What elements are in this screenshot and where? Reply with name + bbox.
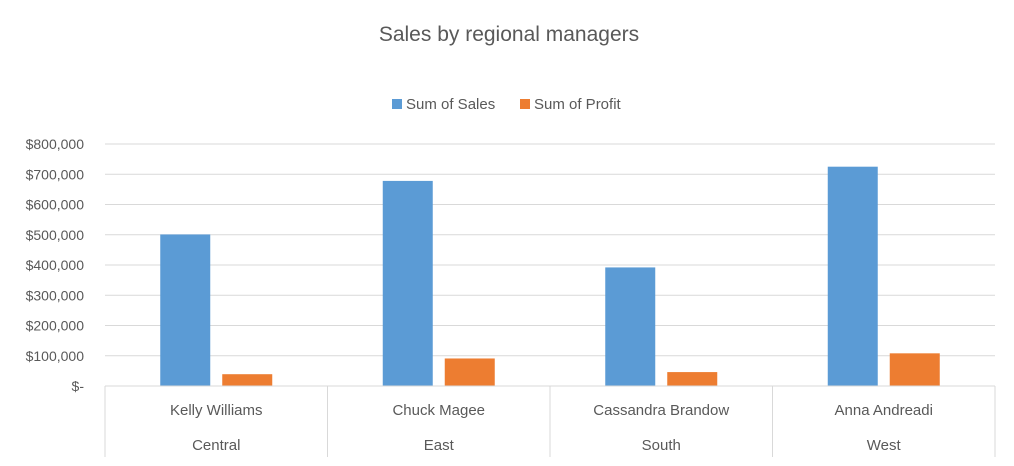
legend-swatch [520,99,530,109]
x-category-label: Kelly Williams [170,402,263,419]
y-tick-label: $400,000 [26,257,85,273]
chart-title: Sales by regional managers [379,23,639,46]
y-tick-label: $800,000 [26,136,85,152]
legend-label: Sum of Sales [406,96,495,113]
y-tick-label: $600,000 [26,197,85,213]
x-group-label: East [424,437,455,454]
x-group-label: West [867,437,902,454]
y-tick-label: $200,000 [26,318,85,334]
x-group-label: South [642,437,681,454]
y-tick-label: $- [72,378,85,394]
bar-profit [222,374,273,386]
bar-sales [160,234,211,386]
y-tick-label: $500,000 [26,227,85,243]
bar-profit [444,358,495,386]
legend-label: Sum of Profit [534,96,622,113]
bar-sales [605,267,656,386]
bars [160,166,940,386]
x-group-label: Central [192,437,240,454]
gridlines [105,143,995,387]
bar-sales [827,166,878,386]
legend: Sum of Sales Sum of Profit [392,96,622,113]
y-tick-label: $700,000 [26,166,85,182]
bar-profit [889,353,940,386]
x-category-label: Chuck Magee [392,402,485,419]
y-axis: $- $100,000 $200,000 $300,000 $400,000 $500,0… [26,136,85,394]
x-category-label: Cassandra Brandow [593,402,729,419]
x-category-label: Anna Andreadi [835,402,933,419]
y-tick-label: $300,000 [26,287,85,303]
y-tick-label: $100,000 [26,348,85,364]
bar-profit [667,372,718,386]
bar-sales [382,180,433,386]
x-axis: Kelly Williams Central Chuck Magee East Cass… [104,385,996,457]
legend-swatch [392,99,402,109]
